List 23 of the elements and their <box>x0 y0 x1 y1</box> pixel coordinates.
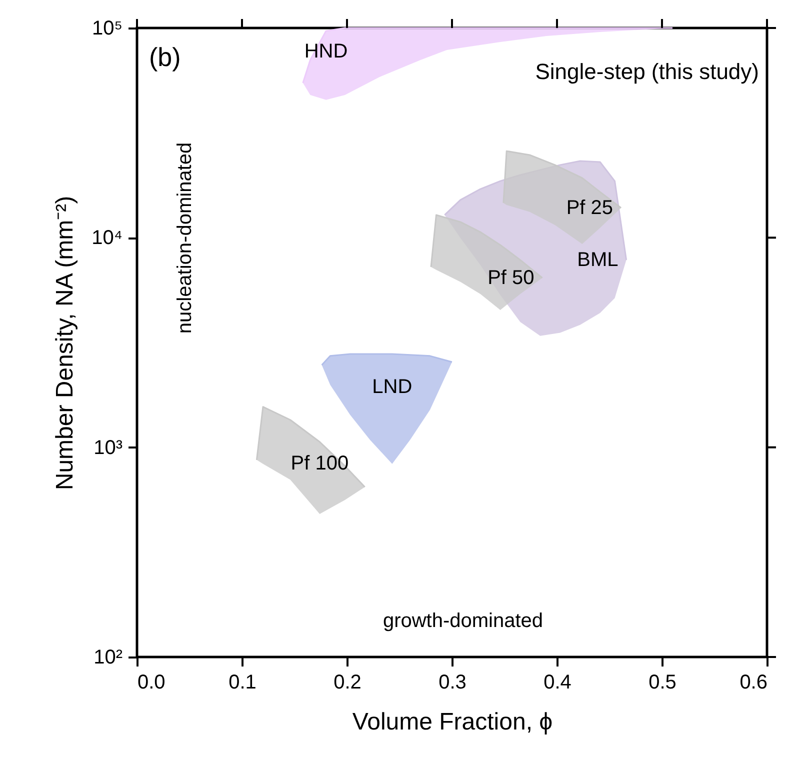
annotation: (b) <box>149 42 181 72</box>
annotation: nucleation-dominated <box>174 142 196 334</box>
series-label: LND <box>372 376 412 398</box>
series-label: Pf 25 <box>566 196 614 219</box>
series-label: Pf 100 <box>290 452 349 474</box>
series-label: Pf 50 <box>488 266 534 289</box>
x-tick-label: 0.3 <box>438 672 466 694</box>
x-tick-label: 0.1 <box>228 672 256 694</box>
x-tick-label: 0.6 <box>740 672 768 694</box>
y-tick-label: 10⁴ <box>92 227 122 250</box>
annotation: Single-step (this study) <box>535 59 759 84</box>
y-tick-label: 10³ <box>94 436 123 459</box>
x-axis-title: Volume Fraction, ϕ <box>352 708 553 736</box>
series-label: BML <box>577 248 618 271</box>
x-tick-label: 0.2 <box>334 672 362 694</box>
y-tick-label: 10⁵ <box>92 18 122 40</box>
x-tick-label: 0.0 <box>138 672 166 694</box>
y-tick-label: 10² <box>94 646 123 668</box>
x-tick-label: 0.4 <box>544 672 572 694</box>
series-label: HND <box>304 40 348 63</box>
y-axis-title: Number Density, NA (mm⁻²) <box>52 196 79 490</box>
annotation: growth-dominated <box>382 610 544 632</box>
x-tick-label: 0.5 <box>648 672 676 694</box>
